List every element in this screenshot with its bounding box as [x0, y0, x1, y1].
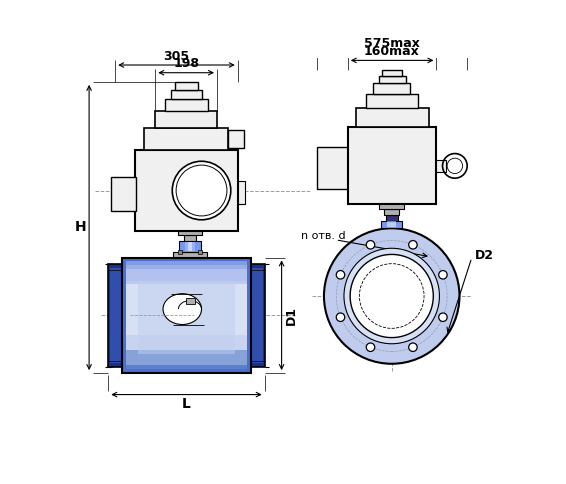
Bar [185, 242, 195, 251]
Bar [436, 160, 445, 172]
Circle shape [439, 271, 447, 279]
Bar [122, 257, 251, 373]
Bar [112, 177, 136, 212]
Bar [110, 268, 121, 363]
Circle shape [366, 241, 375, 249]
Circle shape [350, 255, 434, 338]
Circle shape [336, 271, 345, 279]
Bar [108, 264, 122, 367]
Bar [135, 150, 238, 230]
Bar [126, 350, 247, 369]
Circle shape [344, 248, 439, 344]
Bar [126, 265, 247, 334]
Text: 575max: 575max [364, 37, 419, 50]
Circle shape [409, 241, 417, 249]
Bar [366, 94, 418, 108]
Circle shape [336, 313, 345, 321]
Bar [373, 83, 410, 94]
Bar [317, 147, 349, 189]
Circle shape [439, 313, 447, 321]
Bar [173, 252, 207, 257]
Bar [178, 230, 201, 235]
Text: n отв. d: n отв. d [301, 231, 345, 241]
Bar [138, 281, 235, 354]
Bar [379, 204, 404, 209]
Bar [122, 257, 251, 373]
Bar [184, 235, 196, 242]
Bar [155, 111, 217, 128]
Bar [379, 76, 406, 83]
Ellipse shape [163, 294, 201, 324]
Text: 198: 198 [173, 58, 199, 70]
Bar [385, 215, 398, 221]
Bar [348, 127, 436, 204]
Bar [387, 221, 396, 227]
Bar [165, 99, 208, 111]
Circle shape [409, 343, 417, 351]
Text: H: H [74, 221, 86, 234]
Text: 160max: 160max [364, 45, 419, 58]
Bar [381, 221, 402, 228]
Bar [144, 128, 229, 150]
Text: D2: D2 [475, 249, 494, 262]
Bar [126, 269, 247, 350]
Bar [238, 181, 246, 204]
Circle shape [324, 228, 460, 364]
Bar [229, 130, 244, 148]
Bar [179, 242, 201, 252]
Bar [198, 250, 201, 254]
Bar [251, 264, 265, 367]
Circle shape [366, 343, 375, 351]
Bar [171, 90, 201, 99]
Circle shape [172, 161, 231, 220]
Text: D1: D1 [285, 306, 298, 325]
Bar [126, 281, 247, 365]
Bar [186, 298, 195, 304]
Bar [126, 261, 247, 285]
Bar [178, 250, 182, 254]
Text: L: L [182, 397, 191, 411]
Bar [188, 242, 192, 251]
Bar [384, 209, 400, 215]
Bar [252, 268, 263, 363]
Text: 305: 305 [163, 50, 189, 63]
Bar [355, 108, 428, 127]
Bar [174, 82, 198, 90]
Bar [383, 70, 402, 76]
